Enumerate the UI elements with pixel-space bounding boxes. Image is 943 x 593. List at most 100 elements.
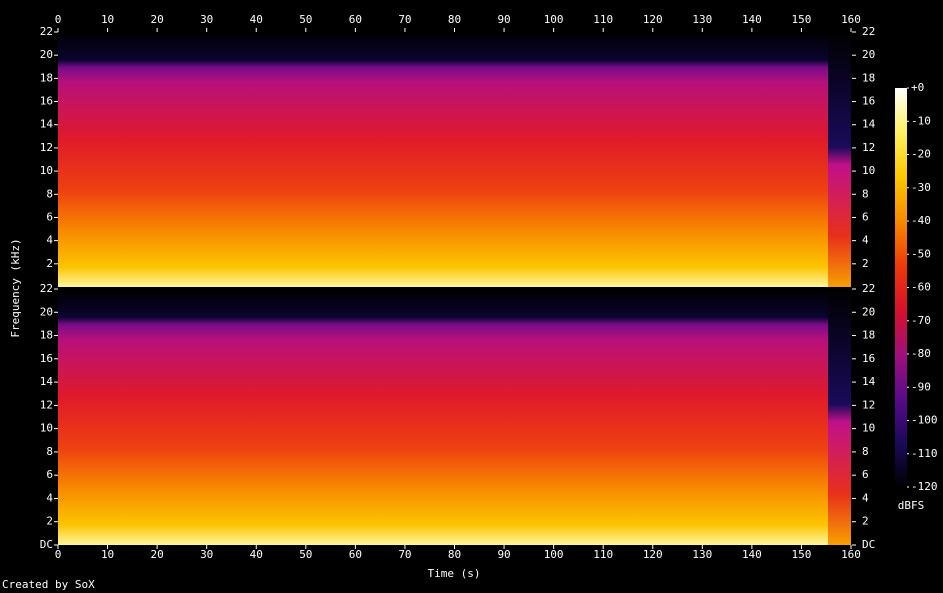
colorbar [895,88,907,487]
x-tick-label: 110 [593,13,613,26]
y-tick-label: 6 [862,210,869,223]
y-tick-label: 8 [46,187,53,200]
colorbar-tick-label: -100 [911,414,938,427]
y-tick-label: 12 [40,141,53,154]
x-tick-label: 40 [250,13,263,26]
x-tick-label: 10 [101,548,114,561]
y-tick-label: 2 [862,515,869,528]
x-tick-label: 80 [448,548,461,561]
colorbar-tick-label: -90 [911,380,931,393]
y-tick-label: 2 [46,515,53,528]
y-tick-label: 18 [862,71,875,84]
y-tick-label: 4 [862,491,869,504]
y-tick-label: 6 [46,210,53,223]
colorbar-tick-label: -60 [911,281,931,294]
colorbar-tick-label: -20 [911,148,931,161]
y-tick-label: 10 [40,164,53,177]
y-tick-label: 22 [40,25,53,38]
y-tick-label: 10 [862,422,875,435]
y-tick-label: DC [862,538,875,551]
x-tick-label: 160 [841,13,861,26]
y-tick-label: 8 [862,445,869,458]
x-tick-label: 70 [398,13,411,26]
y-tick-label: 16 [862,352,875,365]
x-tick-label: 20 [151,548,164,561]
y-tick-label: 22 [862,282,875,295]
y-tick-label: 16 [40,352,53,365]
x-tick-label: 140 [742,548,762,561]
x-tick-label: 150 [792,13,812,26]
colorbar-label: dBFS [898,499,925,512]
y-tick-label: 18 [40,329,53,342]
x-tick-label: 20 [151,13,164,26]
x-tick-label: 130 [692,548,712,561]
x-tick-label: 90 [497,13,510,26]
y-tick-label: 20 [862,305,875,318]
y-tick-label: 8 [46,445,53,458]
spectrogram-left-channel [58,32,828,287]
y-tick-label: 10 [862,164,875,177]
colorbar-tick-label: +0 [911,81,924,94]
x-tick-label: 10 [101,13,114,26]
colorbar-tick-label: -10 [911,114,931,127]
y-tick-label: 20 [40,48,53,61]
y-tick-label: 6 [46,468,53,481]
y-axis-label: Frequency (kHz) [9,238,22,337]
y-tick-label: 12 [862,141,875,154]
y-tick-label: 22 [40,282,53,295]
spectrogram-tail [828,32,851,287]
y-tick-label: 2 [46,257,53,270]
x-tick-label: 140 [742,13,762,26]
colorbar-tick-label: -30 [911,181,931,194]
x-axis-label: Time (s) [428,567,481,580]
y-tick-label: 12 [862,398,875,411]
x-tick-label: 100 [544,13,564,26]
x-tick-label: 60 [349,13,362,26]
y-tick-label: 4 [46,491,53,504]
y-tick-label: 14 [862,375,876,388]
x-tick-label: 90 [497,548,510,561]
y-tick-label: 4 [46,234,53,247]
spectrogram-right-channel [58,289,828,545]
x-tick-label: 150 [792,548,812,561]
y-tick-label: 16 [862,95,875,108]
y-tick-label: 18 [40,71,53,84]
spectrogram-panels [58,32,851,545]
x-tick-label: 30 [200,548,213,561]
spectrogram-tail [828,289,851,545]
x-tick-label: 80 [448,13,461,26]
colorbar-tick-label: -70 [911,314,931,327]
x-tick-label: 0 [55,13,62,26]
x-tick-label: 120 [643,13,663,26]
colorbar-tick-label: -50 [911,247,931,260]
x-tick-label: 60 [349,548,362,561]
colorbar-tick-label: -40 [911,214,931,227]
y-tick-label: 14 [40,375,54,388]
y-tick-label: 2 [862,257,869,270]
y-tick-label: 16 [40,95,53,108]
x-tick-label: 130 [692,13,712,26]
x-tick-label: 70 [398,548,411,561]
y-tick-label: 20 [862,48,875,61]
x-tick-label: 160 [841,548,861,561]
y-tick-label: 20 [40,305,53,318]
y-tick-label: 6 [862,468,869,481]
x-tick-label: 30 [200,13,213,26]
y-tick-label: 14 [862,118,876,131]
y-tick-label: 4 [862,234,869,247]
x-tick-label: 50 [299,13,312,26]
x-tick-label: 100 [544,548,564,561]
x-tick-label: 40 [250,548,263,561]
colorbar-tick-label: -80 [911,347,931,360]
x-tick-label: 50 [299,548,312,561]
y-tick-label: 12 [40,398,53,411]
x-tick-label: 120 [643,548,663,561]
colorbar-tick-label: -110 [911,447,938,460]
y-tick-label: 14 [40,118,54,131]
y-tick-label: 10 [40,422,53,435]
x-tick-label: 110 [593,548,613,561]
y-tick-label: 18 [862,329,875,342]
y-tick-label: 22 [862,25,875,38]
y-tick-label: DC [40,538,53,551]
